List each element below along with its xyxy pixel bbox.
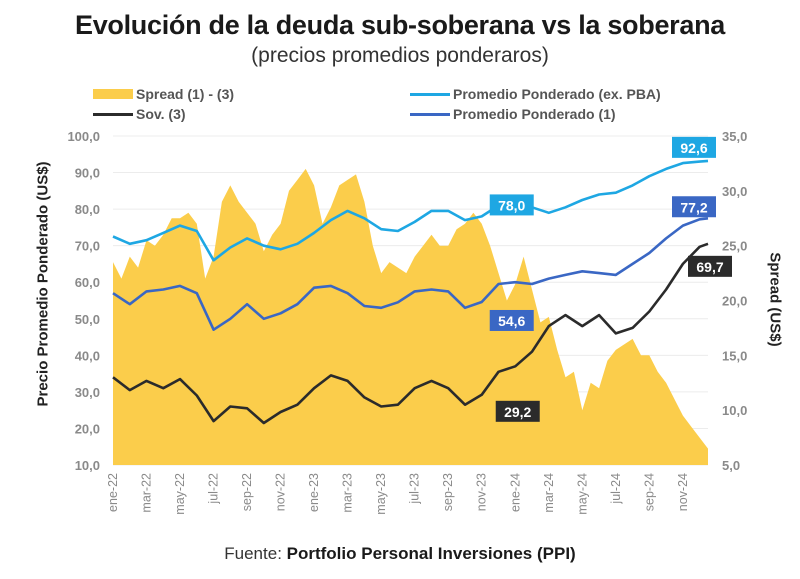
- y2-tick-label: 20,0: [722, 294, 747, 309]
- promedio-ponderado-1-line: [112, 217, 709, 331]
- legend-label-pp1: Promedio Ponderado (1): [453, 106, 616, 122]
- data-label-box: [688, 255, 732, 277]
- series-lines-layer: [112, 159, 709, 425]
- x-tick-label: nov-22: [274, 473, 288, 511]
- legend-swatch-spread: [93, 89, 133, 99]
- data-label: 29,2: [495, 400, 540, 422]
- legend-item-sov: Sov. (3): [93, 106, 186, 122]
- legend-label-sov: Sov. (3): [136, 106, 186, 122]
- data-label-text: 78,0: [498, 197, 525, 213]
- legend-label-spread: Spread (1) - (3): [136, 86, 235, 102]
- x-tick-label: may-22: [173, 473, 187, 515]
- x-tick-label: mar-23: [341, 473, 355, 513]
- y2-tick-label: 10,0: [722, 403, 747, 418]
- legend-label-ex-pba: Promedio Ponderado (ex. PBA): [453, 86, 661, 102]
- data-label: 78,0: [489, 194, 534, 216]
- data-label-text: 69,7: [696, 259, 723, 275]
- promedio-ponderado-ex-pba-line: [112, 159, 709, 262]
- x-tick-label: nov-23: [475, 473, 489, 511]
- spread-area-layer: [113, 168, 708, 465]
- data-label: 54,6: [489, 309, 534, 331]
- legend-item-spread: Spread (1) - (3): [93, 86, 234, 102]
- x-tick-label: ene-24: [508, 473, 522, 512]
- data-label-text: 92,6: [680, 140, 707, 156]
- y-tick-label: 40,0: [75, 348, 100, 363]
- x-tick-label: may-23: [374, 473, 388, 515]
- x-tick-label: jul-22: [207, 473, 221, 505]
- source-prefix: Fuente:: [224, 544, 287, 563]
- source-note: Fuente: Portfolio Personal Inversiones (…: [0, 544, 800, 564]
- chart-subtitle: (precios promedios ponderaros): [251, 44, 549, 67]
- data-label-text: 29,2: [504, 404, 531, 420]
- x-tick-label: ene-22: [106, 473, 120, 512]
- y-tick-label: 10,0: [75, 458, 100, 473]
- y-tick-label: 90,0: [75, 166, 100, 181]
- x-tick-label: sep-22: [240, 473, 254, 511]
- legend-item-ex-pba: Promedio Ponderado (ex. PBA): [410, 86, 661, 102]
- x-tick-label: ene-23: [307, 473, 321, 512]
- y-tick-label: 50,0: [75, 312, 100, 327]
- data-label: 69,7: [688, 255, 732, 277]
- legend-swatch-pp1: [410, 112, 450, 116]
- y-tick-label: 60,0: [75, 275, 100, 290]
- data-label: 92,6: [672, 136, 716, 158]
- y2-tick-label: 30,0: [722, 184, 747, 199]
- y2-tick-label: 25,0: [722, 239, 747, 254]
- data-label-box: [495, 400, 540, 422]
- x-tick-label: sep-24: [642, 473, 656, 511]
- y2-tick-label: 15,0: [722, 348, 747, 363]
- legend-swatch-ex-pba: [410, 92, 450, 96]
- x-tick-label: mar-24: [542, 473, 556, 513]
- y2-tick-label: 5,0: [722, 458, 740, 473]
- data-label: 77,2: [672, 196, 716, 218]
- data-label-text: 77,2: [680, 199, 707, 215]
- data-label-box: [489, 309, 534, 331]
- y-axis-ticks: 100,0 90,0 80,0 70,0 60,0 50,0 40,0 30,0 20,0 10,…: [67, 129, 100, 473]
- y-tick-label: 70,0: [75, 239, 100, 254]
- y2-axis-ticks: 35,0 30,0 25,0 20,0 15,0 10,0 5,0: [722, 129, 747, 473]
- sov-3-line: [112, 242, 709, 425]
- source-name: Portfolio Personal Inversiones (PPI): [286, 544, 576, 563]
- x-tick-label: nov-24: [676, 473, 690, 511]
- y-tick-label: 100,0: [67, 129, 100, 144]
- legend-item-pp1: Promedio Ponderado (1): [410, 106, 616, 122]
- data-label-box: [672, 196, 716, 218]
- x-tick-label: mar-22: [140, 473, 154, 513]
- x-axis-ticks: ene-22 mar-22 may-22 jul-22 sep-22 nov-22 ene-…: [106, 473, 690, 515]
- x-tick-label: sep-23: [441, 473, 455, 511]
- y-tick-label: 30,0: [75, 385, 100, 400]
- x-tick-label: may-24: [575, 473, 589, 515]
- data-label-box: [489, 194, 534, 216]
- data-label-box: [672, 136, 716, 158]
- y-tick-label: 80,0: [75, 202, 100, 217]
- legend-swatch-sov: [93, 112, 133, 116]
- x-tick-label: jul-24: [609, 473, 623, 505]
- spread-area: [113, 168, 708, 465]
- data-label-text: 54,6: [498, 313, 525, 329]
- y-tick-label: 20,0: [75, 421, 100, 436]
- data-labels: 78,0 54,6 29,2 92,6 77,2 69,7: [489, 136, 732, 422]
- chart-title: Evolución de la deuda sub-soberana vs la…: [74, 10, 725, 40]
- y2-tick-label: 35,0: [722, 129, 747, 144]
- x-tick-label: jul-23: [408, 473, 422, 505]
